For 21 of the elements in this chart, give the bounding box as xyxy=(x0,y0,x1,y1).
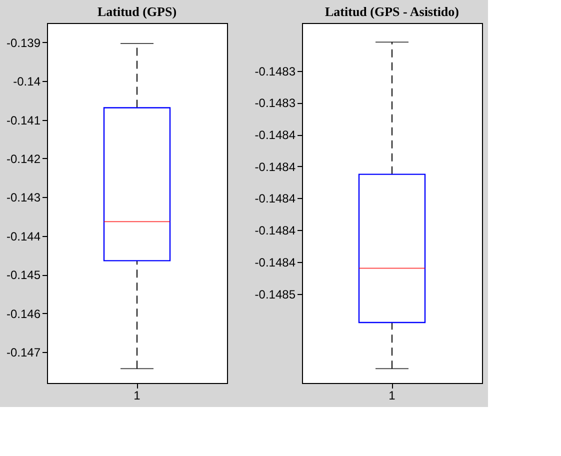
y-tick-label: -0.143 xyxy=(6,190,41,205)
y-tick-label: -0.1484 xyxy=(254,255,296,270)
y-tick-label: -0.139 xyxy=(6,36,41,50)
y-tick-label: -0.146 xyxy=(6,306,41,321)
y-tick-label: -0.1483 xyxy=(254,96,296,110)
y-tick-label: -0.1484 xyxy=(254,192,296,206)
chart-title: Latitud (GPS) xyxy=(97,4,177,19)
y-tick-label: -0.1484 xyxy=(254,128,296,142)
y-tick-label: -0.144 xyxy=(6,229,41,244)
y-tick-label: -0.142 xyxy=(6,152,41,166)
y-tick-label: -0.14 xyxy=(13,74,41,89)
y-tick-label: -0.1484 xyxy=(254,160,296,174)
y-tick-label: -0.1485 xyxy=(254,287,296,302)
x-tick-label: 1 xyxy=(388,388,396,402)
y-tick-label: -0.1483 xyxy=(254,64,296,78)
x-tick-label: 1 xyxy=(134,388,141,402)
y-tick-label: -0.147 xyxy=(6,346,41,360)
chart-title: Latitud (GPS - Asistido) xyxy=(325,4,459,19)
y-tick-label: -0.145 xyxy=(6,268,41,282)
y-tick-label: -0.1484 xyxy=(254,224,296,238)
y-tick-label: -0.141 xyxy=(6,113,41,128)
